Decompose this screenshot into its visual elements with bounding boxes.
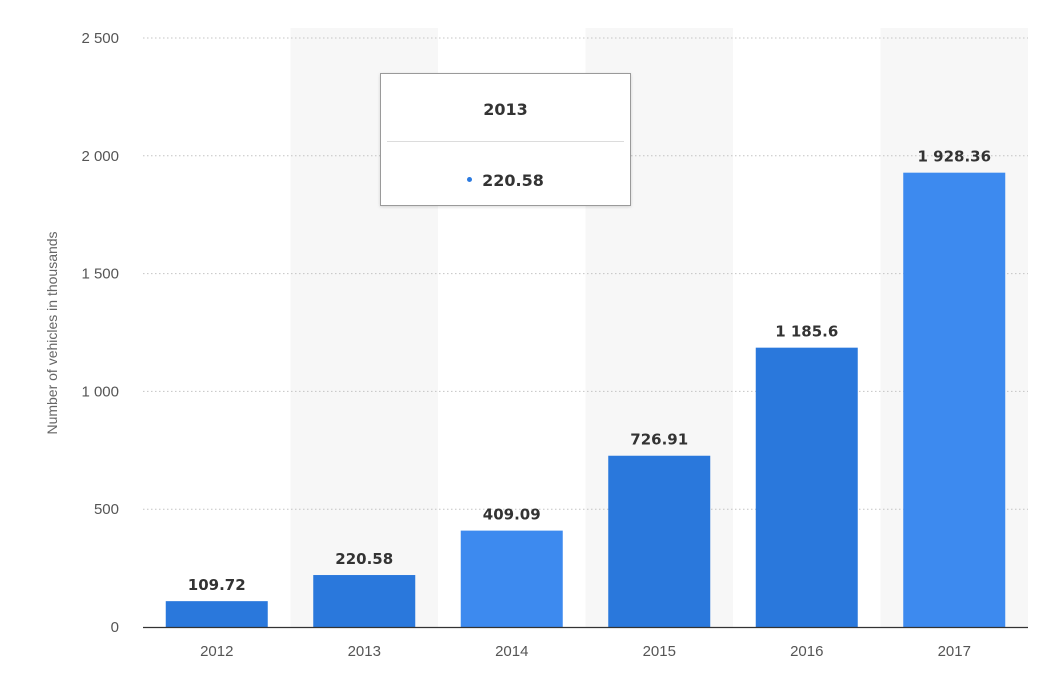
y-tick-label: 1 500 <box>81 266 119 283</box>
x-tick-label: 2012 <box>200 643 233 660</box>
y-tick-label: 0 <box>111 619 119 636</box>
x-tick-label: 2015 <box>643 643 676 660</box>
tooltip: 2013 220.58 <box>380 73 631 206</box>
bar-2017[interactable] <box>903 172 1006 627</box>
data-label-2017: 1 928.36 <box>917 148 991 166</box>
y-tick-label: 500 <box>94 501 119 518</box>
data-label-2015: 726.91 <box>630 431 688 449</box>
bar-2015[interactable] <box>608 455 711 627</box>
y-axis-ticks: 0 500 1 000 1 500 2 000 2 500 <box>81 30 119 636</box>
bar-2016[interactable] <box>755 347 858 627</box>
y-tick-label: 2 000 <box>81 148 119 165</box>
x-tick-label: 2016 <box>790 643 823 660</box>
tooltip-row: 220.58 <box>381 171 630 190</box>
bar-2013[interactable] <box>313 575 416 627</box>
data-labels: 109.72 220.58 409.09 726.91 1 185.6 1 928.36 <box>188 148 991 594</box>
bars <box>165 172 1006 627</box>
y-tick-label: 2 500 <box>81 30 119 47</box>
y-tick-label: 1 000 <box>81 383 119 400</box>
x-tick-label: 2013 <box>348 643 381 660</box>
tooltip-divider <box>387 141 624 142</box>
data-label-2014: 409.09 <box>483 506 541 524</box>
data-label-2012: 109.72 <box>188 576 246 594</box>
data-label-2016: 1 185.6 <box>775 323 838 341</box>
x-axis-ticks: 2012 2013 2014 2015 2016 2017 <box>200 643 971 660</box>
y-axis-title: Number of vehicles in thousands <box>44 231 60 434</box>
bar-2014[interactable] <box>460 530 563 627</box>
tooltip-value: 220.58 <box>482 171 544 190</box>
bar-2012[interactable] <box>165 601 268 627</box>
tooltip-title: 2013 <box>483 100 528 119</box>
data-label-2013: 220.58 <box>335 550 393 568</box>
series-dot-icon <box>467 177 473 182</box>
x-tick-label: 2017 <box>938 643 971 660</box>
gridlines <box>143 37 1028 510</box>
x-tick-label: 2014 <box>495 643 528 660</box>
